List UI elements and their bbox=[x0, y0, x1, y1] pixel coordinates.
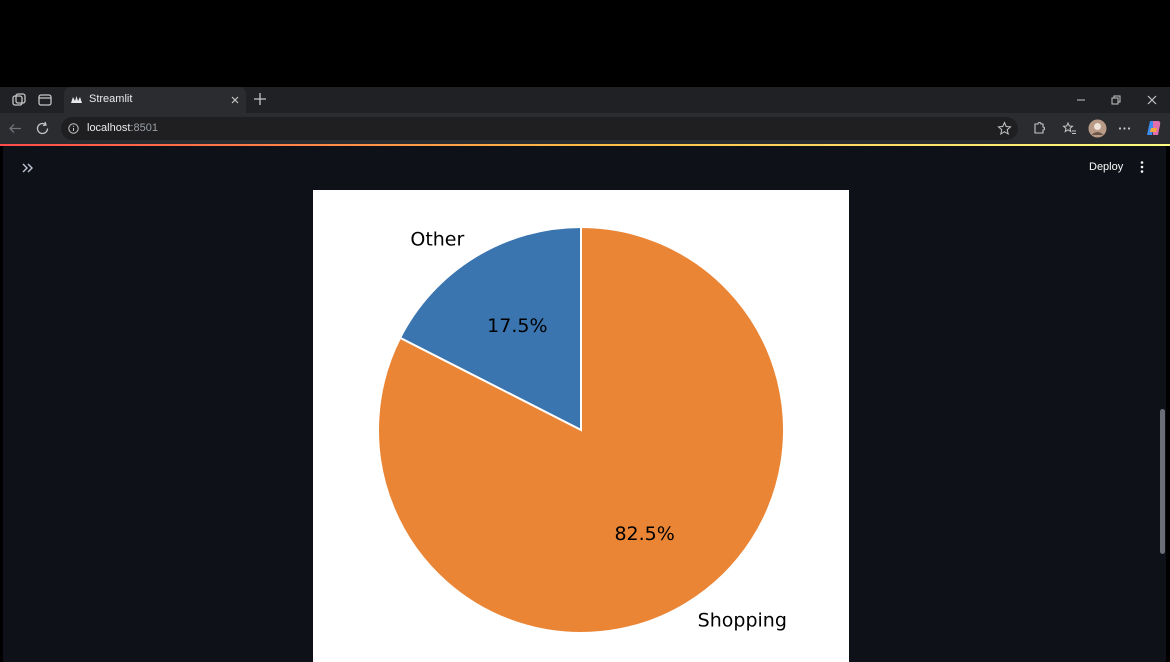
pie-category-label-other: Other bbox=[410, 229, 464, 251]
favorites-icon[interactable] bbox=[1062, 121, 1077, 136]
copilot-icon[interactable] bbox=[1145, 119, 1163, 137]
url-text: localhost:8501 bbox=[87, 122, 158, 134]
pie-percent-label-other: 17.5% bbox=[487, 315, 547, 337]
streamlit-logo-icon bbox=[71, 96, 82, 103]
url-port: :8501 bbox=[130, 122, 158, 134]
pie-chart-figure: 17.5% Other 82.5% Shopping bbox=[313, 190, 849, 662]
pie-slice-shopping bbox=[377, 225, 785, 634]
tab-streamlit[interactable]: Streamlit bbox=[64, 87, 246, 113]
extensions-icon[interactable] bbox=[1031, 121, 1046, 136]
pie-category-label-shopping: Shopping bbox=[698, 609, 787, 631]
sidebar-expand-icon[interactable] bbox=[21, 161, 35, 175]
close-tab-icon[interactable] bbox=[229, 94, 241, 106]
info-icon[interactable] bbox=[68, 123, 79, 134]
pie-slice-other bbox=[398, 225, 582, 432]
new-tab-icon[interactable] bbox=[253, 92, 267, 106]
minimize-icon[interactable] bbox=[1075, 94, 1087, 106]
restore-icon[interactable] bbox=[1110, 94, 1122, 106]
address-bar[interactable]: localhost:8501 bbox=[61, 117, 1018, 140]
deploy-button[interactable]: Deploy bbox=[1089, 161, 1124, 173]
tab-strip: Streamlit bbox=[0, 87, 1170, 113]
back-icon[interactable] bbox=[8, 121, 23, 136]
url-host: localhost bbox=[87, 122, 131, 134]
more-horizontal-icon[interactable] bbox=[1117, 121, 1132, 136]
more-vertical-icon[interactable] bbox=[1138, 160, 1146, 174]
pie-percent-label-shopping: 82.5% bbox=[614, 523, 674, 545]
app-accent-line bbox=[0, 144, 1170, 146]
workspaces-icon[interactable] bbox=[11, 92, 27, 108]
reload-icon[interactable] bbox=[35, 121, 50, 136]
tab-title: Streamlit bbox=[89, 93, 133, 105]
pie-chart: 17.5% Other 82.5% Shopping bbox=[377, 225, 787, 634]
star-icon[interactable] bbox=[997, 121, 1012, 136]
scrollbar[interactable] bbox=[1160, 409, 1165, 554]
profile-icon[interactable] bbox=[1088, 119, 1107, 138]
streamlit-app: Deploy 17.5% Other 82.5% Shopping bbox=[3, 146, 1166, 662]
browser-toolbar: localhost:8501 bbox=[0, 113, 1170, 144]
tab-actions-icon[interactable] bbox=[37, 92, 53, 108]
close-window-icon[interactable] bbox=[1146, 94, 1158, 106]
